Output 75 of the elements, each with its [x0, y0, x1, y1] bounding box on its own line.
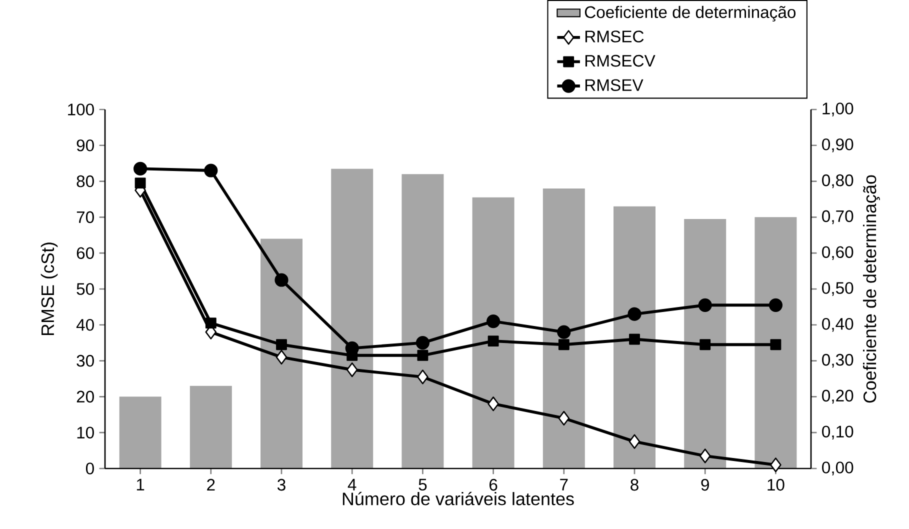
x-tick-label: 5	[418, 478, 427, 490]
point	[699, 448, 711, 464]
y2-tick-label: 0,30	[822, 354, 854, 368]
y-axis-title: RMSE (cSt)	[40, 242, 58, 335]
y-tick-label: 50	[76, 282, 94, 295]
point	[557, 325, 571, 339]
point	[416, 336, 430, 350]
y2-axis-title: Coeficiente de determinação	[862, 174, 880, 402]
y-tick-label: 60	[76, 246, 94, 259]
y-tick-label: 0	[86, 462, 94, 474]
y2-tick-label: 0,10	[822, 425, 854, 440]
y-tick-label: 70	[76, 211, 94, 223]
y-tick-label: 20	[76, 390, 94, 402]
x-tick-label: 6	[490, 478, 498, 490]
point	[488, 335, 499, 346]
y2-tick-label: 0,50	[822, 282, 854, 296]
point	[204, 163, 218, 178]
y2-tick-label: 0,20	[822, 390, 854, 404]
x-axis-title: Número de variáveis latentes	[342, 492, 574, 506]
y-tick-label: 40	[76, 318, 94, 331]
point	[274, 272, 288, 287]
point	[770, 338, 782, 350]
bar	[472, 197, 514, 468]
point	[628, 307, 642, 321]
point	[629, 334, 640, 344]
bar	[542, 188, 585, 468]
x-tick-label: 9	[701, 478, 709, 490]
point	[134, 162, 148, 176]
legend-label: Coeficiente de determinação	[584, 6, 796, 22]
point	[417, 350, 428, 361]
point	[768, 298, 783, 312]
point	[628, 434, 640, 449]
point	[417, 369, 428, 384]
point	[346, 362, 358, 377]
y2-tick-label: 0,70	[822, 210, 854, 224]
point	[276, 338, 287, 350]
point	[486, 314, 500, 328]
x-tick-label: 2	[207, 478, 215, 490]
bar	[260, 238, 303, 468]
point	[488, 396, 499, 411]
point	[276, 350, 288, 364]
bar	[402, 174, 444, 468]
bar	[119, 396, 162, 468]
y-tick-label: 80	[76, 175, 94, 187]
legend-label: RMSEC	[585, 30, 644, 42]
y2-tick-label: 0,00	[822, 461, 854, 476]
bar	[684, 218, 726, 468]
y2-tick-label: 0,80	[822, 174, 854, 188]
y-tick-label: 10	[77, 426, 94, 438]
point	[698, 298, 712, 312]
y-tick-label: 100	[68, 103, 94, 116]
point	[558, 338, 570, 350]
point	[558, 410, 570, 426]
y2-tick-label: 0,40	[822, 318, 854, 332]
y2-tick-label: 1,00	[822, 102, 854, 116]
point	[700, 338, 711, 350]
x-tick-label: 10	[768, 478, 784, 490]
bar	[190, 386, 232, 468]
bar	[331, 168, 374, 468]
x-tick-label: 7	[560, 478, 568, 490]
bar	[754, 216, 797, 468]
x-tick-label: 8	[630, 478, 638, 490]
legend-label: RMSEV	[585, 78, 644, 91]
legend-label: RMSECV	[585, 54, 656, 66]
point	[134, 177, 146, 188]
x-tick-label: 3	[277, 478, 286, 490]
x-tick-label: 4	[348, 478, 356, 490]
x-tick-label: 1	[136, 478, 144, 490]
y-tick-label: 90	[76, 139, 94, 152]
point	[770, 457, 782, 472]
y-tick-label: 30	[76, 354, 94, 366]
bar	[614, 206, 656, 468]
y2-tick-label: 0,90	[822, 138, 854, 152]
y2-tick-label: 0,60	[822, 246, 854, 260]
point	[205, 317, 216, 328]
